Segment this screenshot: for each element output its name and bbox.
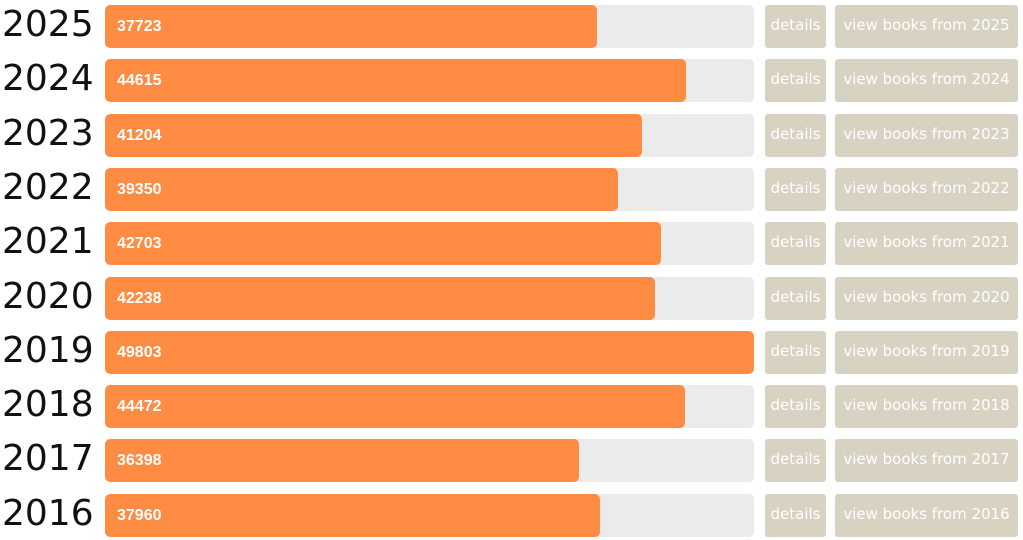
count-bar (105, 385, 685, 429)
details-button[interactable]: details (765, 5, 826, 48)
year-row: 2023 41204 details view books from 2023 (0, 113, 1023, 158)
bar-track: 37723 (105, 5, 754, 48)
year-label: 2016 (2, 492, 94, 534)
year-row: 2020 42238 details view books from 2020 (0, 276, 1023, 321)
count-label: 41204 (117, 126, 162, 144)
view-books-button[interactable]: view books from 2016 (835, 493, 1018, 537)
year-label: 2020 (2, 275, 94, 317)
count-label: 37723 (117, 18, 162, 35)
view-books-button[interactable]: view books from 2023 (835, 113, 1018, 157)
details-button[interactable]: details (765, 439, 826, 483)
details-button[interactable]: details (765, 276, 826, 320)
count-bar (105, 222, 662, 266)
count-bar (105, 493, 600, 537)
bar-track: 49803 (105, 330, 754, 374)
year-label: 2025 (2, 4, 94, 45)
count-bar (105, 167, 618, 211)
year-label: 2021 (2, 221, 94, 263)
count-label: 44615 (117, 72, 162, 90)
count-label: 49803 (117, 343, 162, 361)
count-bar (105, 113, 642, 157)
year-label: 2023 (2, 112, 94, 154)
count-label: 42703 (117, 235, 162, 253)
view-books-button[interactable]: view books from 2021 (835, 222, 1018, 266)
details-button[interactable]: details (765, 493, 826, 537)
count-label: 37960 (117, 506, 162, 524)
details-button[interactable]: details (765, 385, 826, 429)
view-books-button[interactable]: view books from 2025 (835, 5, 1018, 48)
year-row: 2025 37723 details view books from 2025 (0, 4, 1023, 49)
year-row: 2017 36398 details view books from 2017 (0, 438, 1023, 483)
bar-track: 36398 (105, 439, 754, 483)
year-row: 2019 49803 details view books from 2019 (0, 330, 1023, 375)
view-books-button[interactable]: view books from 2020 (835, 276, 1018, 320)
count-label: 44472 (117, 398, 162, 416)
details-button[interactable]: details (765, 59, 826, 103)
bar-track: 42238 (105, 276, 754, 320)
bar-track: 37960 (105, 493, 754, 537)
count-bar (105, 5, 597, 48)
bar-track: 42703 (105, 222, 754, 266)
bar-track: 44615 (105, 59, 754, 103)
year-row: 2016 37960 details view books from 2016 (0, 493, 1023, 538)
details-button[interactable]: details (765, 330, 826, 374)
bar-track: 41204 (105, 113, 754, 157)
year-row: 2022 39350 details view books from 2022 (0, 167, 1023, 212)
bar-track: 39350 (105, 167, 754, 211)
count-label: 39350 (117, 180, 162, 198)
count-label: 36398 (117, 452, 162, 470)
year-label: 2018 (2, 384, 94, 426)
year-label: 2022 (2, 166, 94, 208)
year-label: 2017 (2, 438, 94, 480)
view-books-button[interactable]: view books from 2017 (835, 439, 1018, 483)
view-books-button[interactable]: view books from 2018 (835, 385, 1018, 429)
count-bar (105, 276, 656, 320)
year-label: 2024 (2, 58, 94, 100)
year-row: 2018 44472 details view books from 2018 (0, 384, 1023, 429)
view-books-button[interactable]: view books from 2024 (835, 59, 1018, 103)
details-button[interactable]: details (765, 113, 826, 157)
details-button[interactable]: details (765, 222, 826, 266)
details-button[interactable]: details (765, 167, 826, 211)
view-books-button[interactable]: view books from 2019 (835, 330, 1018, 374)
count-bar (105, 439, 580, 483)
count-label: 42238 (117, 289, 162, 307)
view-books-button[interactable]: view books from 2022 (835, 167, 1018, 211)
year-label: 2019 (2, 329, 94, 371)
year-row: 2024 44615 details view books from 2024 (0, 58, 1023, 103)
count-bar (105, 330, 754, 374)
year-row: 2021 42703 details view books from 2021 (0, 221, 1023, 266)
count-bar (105, 59, 687, 103)
bar-track: 44472 (105, 385, 754, 429)
